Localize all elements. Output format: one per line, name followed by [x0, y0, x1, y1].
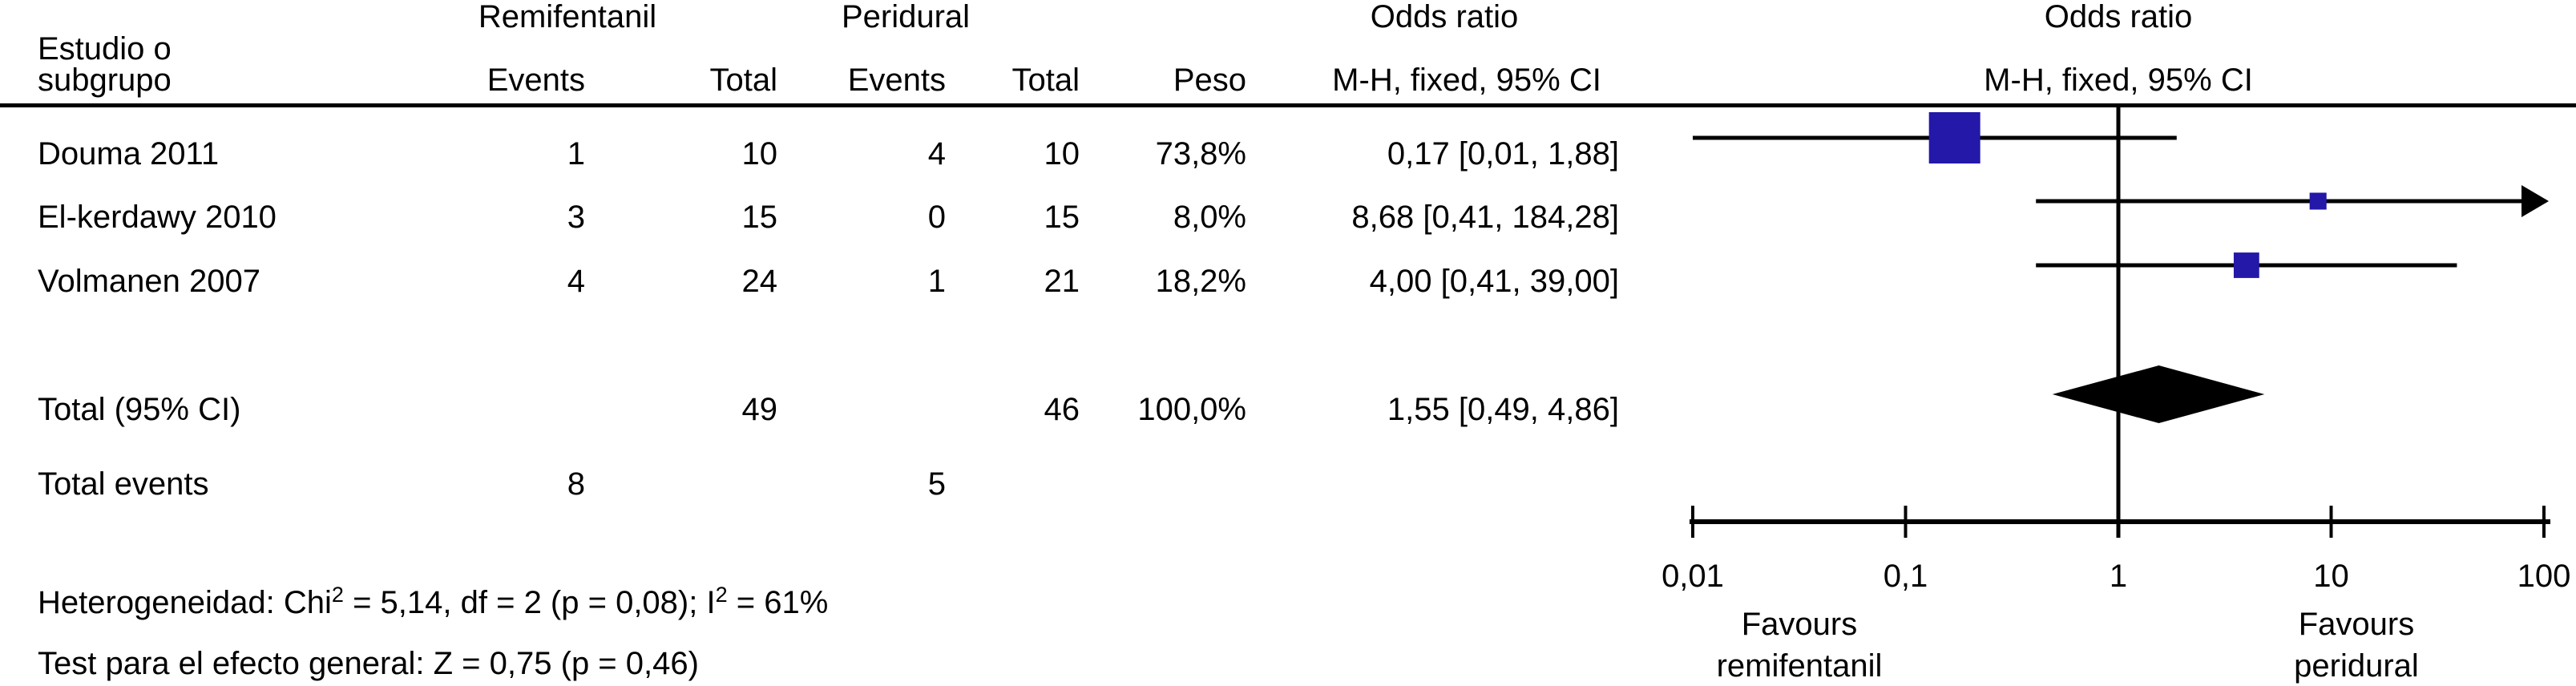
total-events-peri-value: 5: [927, 466, 946, 502]
peso-header: Peso: [1173, 63, 1246, 98]
favours-left-label-line2: remifentanil: [1717, 648, 1883, 684]
group1-header: Remifentanil: [478, 0, 657, 34]
het-text-part: Heterogeneidad: Chi: [38, 585, 332, 620]
peri-events-value: 1: [927, 264, 946, 299]
ci-offscale-arrow: [2521, 185, 2549, 217]
peso-value: 73,8%: [1155, 136, 1246, 172]
peri-events-value: 4: [927, 136, 946, 172]
peri-total-value: 15: [1044, 200, 1080, 235]
het-superscript: 2: [715, 583, 728, 607]
het-superscript: 2: [331, 583, 344, 607]
plot-subtitle: M-H, fixed, 95% CI: [1984, 63, 2253, 98]
x-tick-label: 1: [2110, 559, 2127, 594]
or-column-title: Odds ratio: [1370, 0, 1519, 34]
total-events-remi-value: 8: [567, 466, 585, 502]
study-name: El-kerdawy 2010: [38, 200, 277, 235]
study-column-header-line1: Estudio o: [38, 31, 172, 67]
favours-right-label-line2: peridural: [2294, 648, 2419, 684]
overall-effect-test: Test para el efecto general: Z = 0,75 (p…: [38, 646, 699, 681]
header-rule: [0, 103, 2576, 107]
het-text-part: = 61%: [727, 585, 829, 620]
favours-right-label-line1: Favours: [2299, 607, 2415, 642]
peri-events-value: 0: [927, 200, 946, 235]
peso-value: 8,0%: [1173, 200, 1246, 235]
group2-header: Peridural: [841, 0, 971, 34]
or-ci-text: 8,68 [0,41, 184,28]: [1351, 200, 1619, 235]
heterogeneity-stats: Heterogeneidad: Chi2 = 5,14, df = 2 (p =…: [38, 583, 829, 620]
remi-total-header: Total: [709, 63, 778, 98]
study-name: Douma 2011: [38, 136, 220, 172]
peri-total-header: Total: [1011, 63, 1080, 98]
total-peri-total: 46: [1044, 392, 1080, 427]
total-or-ci-text: 1,55 [0,49, 4,86]: [1387, 392, 1619, 427]
or-weight-square: [2233, 252, 2259, 278]
total-remi-total: 49: [741, 392, 778, 427]
remi-events-value: 3: [567, 200, 585, 235]
study-column-header-line2: subgrupo: [38, 63, 172, 98]
x-tick-label: 100: [2517, 559, 2571, 594]
x-tick-label: 0,1: [1884, 559, 1928, 594]
remi-total-value: 24: [741, 264, 778, 299]
x-tick-label: 10: [2313, 559, 2349, 594]
peri-total-value: 21: [1044, 264, 1080, 299]
total-diamond: [2052, 365, 2265, 423]
total-row-label: Total (95% CI): [38, 392, 241, 427]
study-name: Volmanen 2007: [38, 264, 261, 299]
het-text-part: = 5,14, df = 2 (p = 0,08); I: [343, 585, 716, 620]
peso-value: 18,2%: [1155, 264, 1246, 299]
or-ci-text: 4,00 [0,41, 39,00]: [1369, 264, 1619, 299]
peri-events-header: Events: [847, 63, 946, 98]
x-tick-label: 0,01: [1661, 559, 1724, 594]
or-weight-square: [2309, 192, 2327, 210]
remi-events-value: 1: [567, 136, 585, 172]
remi-total-value: 15: [741, 200, 778, 235]
or-ci-text: 0,17 [0,01, 1,88]: [1387, 136, 1619, 172]
plot-title: Odds ratio: [2044, 0, 2193, 34]
favours-left-label-line1: Favours: [1742, 607, 1858, 642]
remi-events-value: 4: [567, 264, 585, 299]
total-peso: 100,0%: [1137, 392, 1246, 427]
remi-events-header: Events: [487, 63, 585, 98]
total-events-label: Total events: [38, 466, 209, 502]
or-column-subtitle: M-H, fixed, 95% CI: [1332, 63, 1601, 98]
or-weight-square: [1928, 112, 1980, 163]
peri-total-value: 10: [1044, 136, 1080, 172]
remi-total-value: 10: [741, 136, 778, 172]
